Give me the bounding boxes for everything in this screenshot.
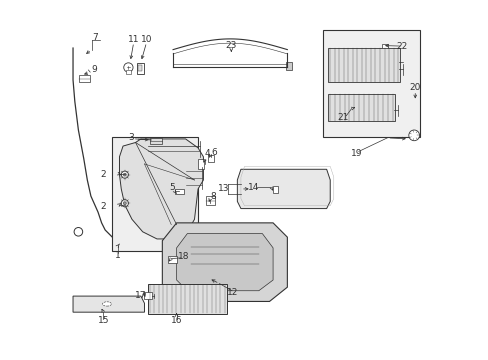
Bar: [136, 63, 143, 73]
Text: 6: 6: [211, 148, 217, 157]
Text: 13: 13: [218, 184, 229, 193]
Text: 18: 18: [178, 252, 189, 261]
Bar: [205, 196, 214, 205]
Bar: [198, 158, 203, 169]
Text: 1: 1: [115, 251, 121, 260]
Text: 10: 10: [141, 35, 152, 44]
Text: 9: 9: [91, 66, 97, 75]
Bar: [148, 284, 226, 314]
Bar: [149, 138, 162, 144]
Bar: [328, 94, 394, 121]
Polygon shape: [176, 234, 272, 291]
Bar: [125, 70, 131, 73]
Bar: [175, 189, 183, 194]
Circle shape: [123, 202, 126, 204]
Bar: [80, 75, 90, 82]
Bar: [381, 44, 387, 48]
Polygon shape: [162, 223, 287, 301]
Text: 20: 20: [409, 83, 420, 92]
Text: 23: 23: [225, 41, 237, 50]
Text: 2: 2: [101, 202, 106, 211]
Bar: [328, 48, 399, 82]
Polygon shape: [73, 296, 144, 312]
Text: 7: 7: [92, 33, 98, 42]
Circle shape: [408, 130, 419, 141]
Ellipse shape: [102, 302, 111, 306]
Circle shape: [123, 173, 126, 176]
Bar: [207, 155, 214, 162]
Text: 21: 21: [336, 113, 348, 122]
Bar: [272, 186, 278, 193]
Bar: [112, 137, 198, 251]
Text: 8: 8: [210, 192, 216, 201]
Polygon shape: [119, 139, 203, 239]
Text: 5: 5: [169, 183, 175, 192]
Text: 17: 17: [135, 291, 146, 300]
Circle shape: [121, 200, 128, 207]
Bar: [285, 63, 291, 70]
Bar: [168, 256, 177, 263]
Text: 4: 4: [204, 149, 210, 158]
Text: 15: 15: [98, 316, 109, 325]
Text: 12: 12: [226, 288, 238, 297]
Text: 11: 11: [128, 35, 139, 44]
Text: 16: 16: [170, 316, 182, 325]
Bar: [323, 30, 419, 137]
Circle shape: [121, 171, 128, 178]
Circle shape: [123, 63, 133, 72]
Text: 3: 3: [128, 132, 134, 141]
Polygon shape: [237, 169, 329, 208]
Bar: [143, 292, 151, 298]
Text: 14: 14: [247, 183, 259, 192]
Bar: [138, 65, 142, 71]
Text: 19: 19: [350, 149, 362, 158]
Text: 2: 2: [101, 171, 106, 180]
Text: 22: 22: [395, 41, 407, 50]
